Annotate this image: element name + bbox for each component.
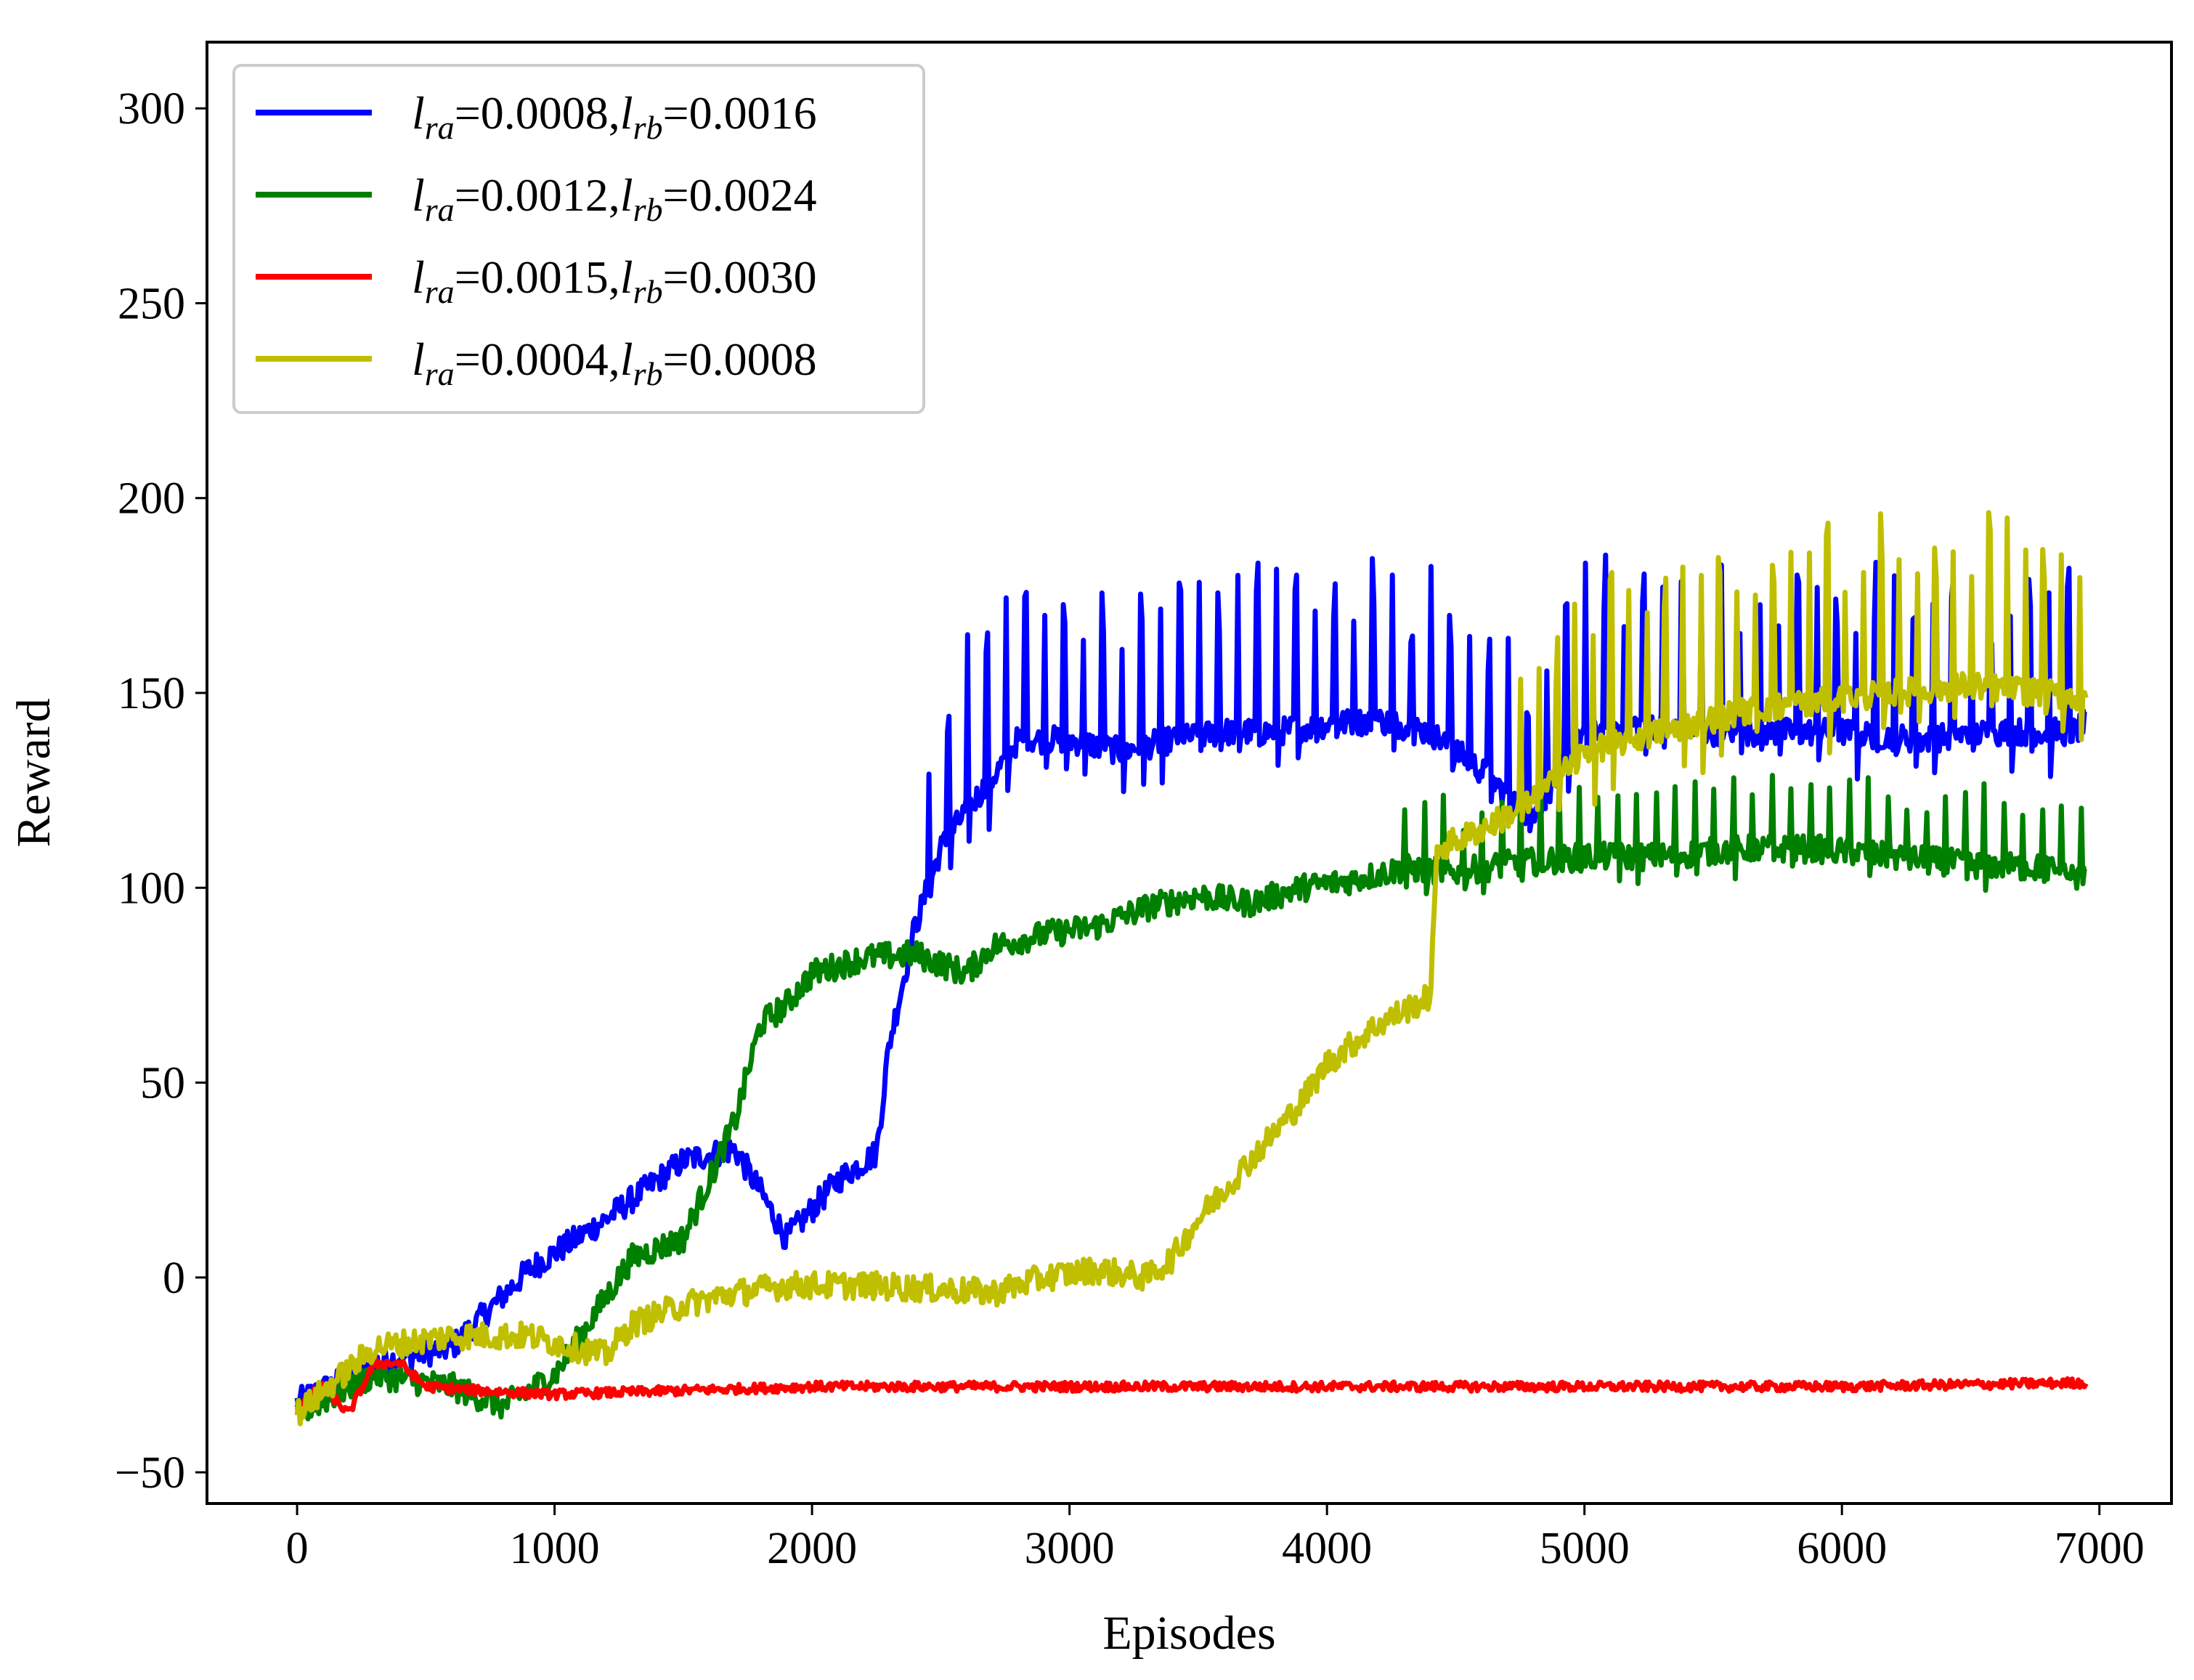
legend: lra=0.0008,lrb=0.0016 lra=0.0012,lrb=0.00… — [232, 64, 925, 414]
y-tick-label: 0 — [163, 1254, 185, 1303]
x-tick-label: 7000 — [2055, 1524, 2145, 1573]
y-tick-label: 50 — [140, 1059, 185, 1108]
legend-box — [232, 64, 925, 414]
legend-label: lra=0.0008,lrb=0.0016 — [412, 87, 817, 146]
series-line-2 — [294, 773, 2087, 1421]
x-axis-title: Episodes — [1102, 1607, 1275, 1660]
y-tick-label: 150 — [118, 669, 185, 718]
x-tick-label: 1000 — [510, 1524, 600, 1573]
legend-label: lra=0.0015,lrb=0.0030 — [412, 251, 817, 310]
series-line-4 — [294, 510, 2089, 1427]
y-axis: −50 0 50 100 150 200 250 300 — [115, 84, 207, 1498]
x-tick-label: 2000 — [767, 1524, 857, 1573]
series-line-3 — [294, 1356, 2089, 1413]
legend-label: lra=0.0004,lrb=0.0008 — [412, 333, 817, 392]
x-tick-label: 3000 — [1025, 1524, 1115, 1573]
legend-label: lra=0.0012,lrb=0.0024 — [412, 169, 817, 228]
y-tick-label: −50 — [115, 1448, 185, 1498]
y-tick-label: 300 — [118, 84, 185, 134]
series-layer — [294, 510, 2089, 1427]
series-line-1 — [294, 552, 2087, 1410]
x-tick-label: 5000 — [1540, 1524, 1630, 1573]
y-tick-label: 250 — [118, 279, 185, 328]
y-tick-label: 100 — [118, 864, 185, 913]
x-tick-label: 0 — [286, 1524, 309, 1573]
y-tick-label: 200 — [118, 474, 185, 524]
x-axis: 0 1000 2000 3000 4000 5000 6000 7000 — [286, 1504, 2145, 1573]
x-tick-label: 4000 — [1282, 1524, 1372, 1573]
y-axis-title: Reward — [7, 698, 60, 847]
plot-frame — [206, 41, 2173, 1505]
x-tick-label: 6000 — [1797, 1524, 1887, 1573]
